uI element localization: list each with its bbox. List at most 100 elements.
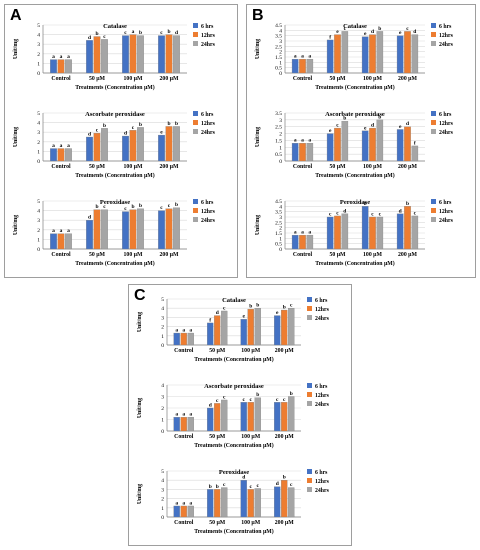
- bar: [122, 35, 129, 74]
- y-tick-label: 2.5: [275, 125, 282, 131]
- x-tick-label: Control: [293, 164, 313, 170]
- legend-label: 24hrs: [439, 42, 454, 48]
- bar: [299, 143, 306, 162]
- bar: [187, 505, 194, 518]
- significance-label: a: [308, 230, 311, 236]
- bar: [50, 148, 57, 162]
- y-tick-label: 3: [37, 130, 40, 136]
- legend-label: 24hrs: [201, 218, 216, 224]
- bar: [376, 31, 384, 74]
- bar: [158, 210, 165, 250]
- y-tick-label: 2: [37, 140, 40, 146]
- significance-label: a: [60, 143, 63, 149]
- significance-label: c: [216, 398, 219, 404]
- legend-label: 12hrs: [201, 121, 216, 127]
- bar: [86, 136, 93, 162]
- y-tick-label: 4.5: [275, 23, 282, 29]
- y-tick-label: 2: [37, 52, 40, 58]
- significance-label: e: [329, 128, 332, 134]
- legend-swatch: [307, 401, 312, 406]
- bar: [341, 213, 349, 250]
- y-tick-label: 4: [37, 209, 40, 215]
- chart-title: Ascorbate peroxidase: [85, 111, 145, 118]
- bar: [50, 59, 57, 74]
- bar: [274, 402, 281, 432]
- significance-label: a: [308, 138, 311, 144]
- y-axis-label: Unit/mg: [255, 127, 261, 147]
- significance-label: d: [88, 132, 91, 138]
- x-tick-label: 200 µM: [160, 164, 179, 170]
- legend-label: 12hrs: [315, 479, 330, 485]
- x-axis-label: Treatments (Concentration µM): [194, 442, 274, 449]
- x-tick-label: 50 µM: [89, 76, 106, 82]
- chart-title: Peroxidase: [100, 199, 130, 206]
- bar: [173, 35, 180, 74]
- y-tick-label: 1: [161, 506, 164, 512]
- bar: [240, 402, 247, 432]
- y-tick-label: 0: [37, 247, 40, 253]
- bar: [341, 121, 349, 162]
- x-tick-label: 200 µM: [398, 164, 417, 170]
- significance-label: e: [336, 29, 339, 35]
- significance-label: b: [290, 391, 293, 397]
- bar: [326, 216, 334, 250]
- y-tick-label: 3: [279, 39, 282, 45]
- x-tick-label: 50 µM: [89, 252, 106, 258]
- y-tick-label: 1: [161, 334, 164, 340]
- x-axis-label: Treatments (Concentration µM): [75, 172, 155, 179]
- x-tick-label: 100 µM: [241, 348, 260, 354]
- legend-swatch: [307, 469, 312, 474]
- legend-label: 6 hrs: [315, 470, 328, 476]
- bar: [404, 31, 411, 74]
- bar: [254, 488, 261, 518]
- bar: [129, 130, 137, 162]
- x-axis-label: Treatments (Concentration µM): [75, 260, 155, 267]
- panel-c: C 0 1 2 3 4 5 Catalase a a a Control f d c 50 µM e b b 100…: [128, 284, 352, 546]
- y-tick-label: 2: [161, 325, 164, 331]
- y-tick-label: 0.5: [275, 242, 282, 248]
- legend-swatch: [431, 129, 436, 134]
- legend-label: 12hrs: [315, 393, 330, 399]
- y-axis-label: Unit/mg: [13, 215, 19, 235]
- y-tick-label: 1: [279, 60, 282, 66]
- legend-label: 24hrs: [201, 42, 216, 48]
- x-tick-label: 200 µM: [160, 76, 179, 82]
- x-tick-label: 50 µM: [209, 520, 226, 526]
- chart-title: Ascorbate peroxidase: [204, 383, 264, 390]
- y-tick-label: 4.5: [275, 199, 282, 205]
- significance-label: a: [52, 228, 55, 234]
- panel-label: C: [134, 287, 146, 304]
- bar: [173, 126, 180, 162]
- significance-label: c: [329, 212, 332, 218]
- legend-label: 24hrs: [439, 130, 454, 136]
- significance-label: c: [414, 210, 417, 216]
- legend-swatch: [307, 392, 312, 397]
- bar: [173, 207, 180, 250]
- significance-label: b: [256, 303, 259, 309]
- bar: [361, 130, 369, 162]
- bar: [299, 58, 306, 74]
- bar: [122, 211, 129, 250]
- significance-label: a: [175, 500, 178, 506]
- significance-label: b: [216, 484, 219, 490]
- y-tick-label: 4: [161, 478, 164, 484]
- legend-label: 6 hrs: [439, 200, 452, 206]
- y-tick-label: 0: [279, 71, 282, 77]
- bar: [221, 399, 228, 432]
- y-tick-label: 2: [37, 228, 40, 234]
- significance-label: c: [103, 34, 106, 40]
- significance-label: b: [103, 123, 106, 129]
- x-tick-label: 200 µM: [275, 520, 294, 526]
- legend-swatch: [431, 32, 436, 37]
- significance-label: c: [223, 394, 226, 400]
- significance-label: c: [223, 305, 226, 311]
- significance-label: c: [276, 397, 279, 403]
- legend-swatch: [307, 478, 312, 483]
- significance-label: e: [364, 125, 367, 131]
- legend-swatch: [307, 383, 312, 388]
- significance-label: b: [378, 26, 381, 32]
- y-tick-label: 4: [37, 33, 40, 39]
